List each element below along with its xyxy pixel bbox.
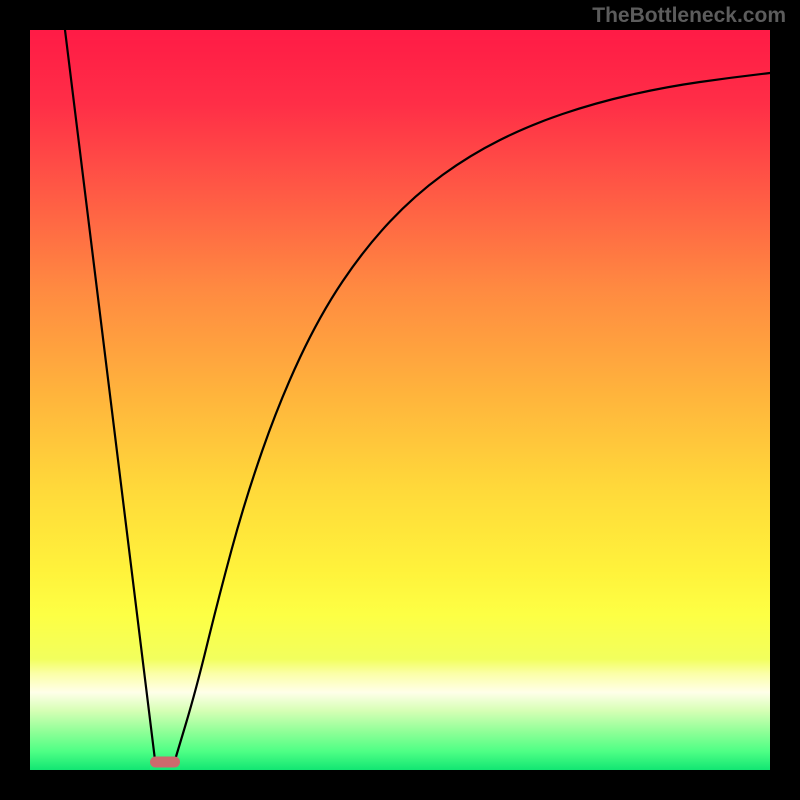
chart-container: TheBottleneck.com [0, 0, 800, 800]
bottleneck-chart [0, 0, 800, 800]
watermark-text: TheBottleneck.com [592, 4, 786, 28]
plot-background [30, 30, 770, 770]
optimal-marker [150, 757, 180, 768]
